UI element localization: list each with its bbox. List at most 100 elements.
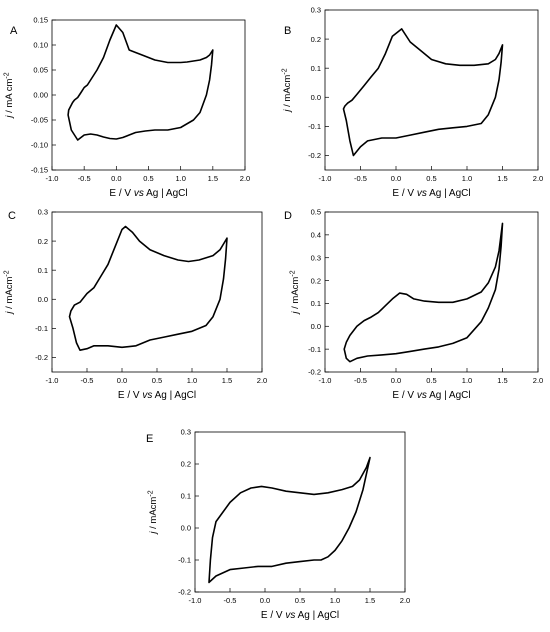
x-tick-label: 0.5 (426, 376, 436, 385)
x-axis-label-part: Ag | AgCl (144, 188, 188, 199)
cv-curve (342, 28, 504, 157)
y-tick-label: 0.1 (311, 64, 321, 73)
y-tick-label: 0.2 (311, 35, 321, 44)
y-axis-label-italic: j (148, 531, 159, 536)
y-axis-label-part: / mA cm (4, 78, 15, 115)
x-tick-label: -1.0 (319, 174, 332, 183)
y-tick-label: -0.1 (308, 122, 321, 131)
y-axis-label-superscript: -2 (282, 68, 289, 74)
chart-panel-d: D -1.0 -0.5 0.0 0.5 1.0 1.5 2.0 -0.2 -0.1 0.0 0.1 0.… (284, 208, 543, 401)
x-axis-label-part: Ag | AgCl (427, 390, 471, 401)
y-axis-label-part: / mAcm (290, 277, 301, 312)
chart-panel-e: E -1.0 -0.5 0.0 0.5 1.0 1.5 2.0 -0.2 -0.1 0.0 0.1 0.… (146, 428, 410, 621)
cv-curve (208, 456, 371, 584)
panel-letter: E (146, 433, 153, 445)
x-tick-label: 2.0 (533, 376, 543, 385)
y-axis-label: j / mAcm-2 (4, 270, 16, 315)
y-axis-label: j / mA cm-2 (4, 72, 16, 119)
x-tick-label: 1.0 (330, 596, 340, 605)
y-tick-label: -0.15 (31, 166, 48, 175)
y-tick-label: 0.1 (38, 266, 48, 275)
x-axis-label-part: E / V (392, 188, 416, 199)
x-tick-label: 2.0 (400, 596, 410, 605)
x-tick-label: 0.0 (391, 174, 401, 183)
y-tick-label: 0.10 (33, 41, 48, 50)
y-axis-label: j / mAcm-2 (282, 68, 294, 113)
x-axis-label-part: E / V (261, 610, 285, 621)
x-axis-label-part: Ag | AgCl (295, 610, 339, 621)
y-tick-label: 0.3 (38, 208, 48, 217)
x-axis-label-italic: vs (417, 188, 427, 199)
y-tick-label: -0.2 (35, 353, 48, 362)
x-tick-label: 1.0 (462, 174, 472, 183)
y-tick-label: -0.10 (31, 141, 48, 150)
y-tick-label: 0.3 (311, 253, 321, 262)
x-axis-label-italic: vs (134, 188, 144, 199)
y-tick-label: 0.05 (33, 66, 48, 75)
y-axis-label-italic: j (290, 311, 301, 316)
plot-frame (194, 431, 406, 593)
x-tick-label: 2.0 (533, 174, 543, 183)
x-tick-label: 0.0 (111, 174, 121, 183)
x-tick-label: 1.0 (175, 174, 185, 183)
x-tick-label: -0.5 (354, 174, 367, 183)
x-tick-label: -0.5 (81, 376, 94, 385)
plot-frame (324, 9, 539, 171)
cv-curve (67, 24, 214, 141)
x-tick-label: 1.5 (497, 376, 507, 385)
y-tick-label: -0.2 (308, 368, 321, 377)
y-axis-label-superscript: -2 (290, 270, 297, 276)
y-tick-label: -0.1 (35, 324, 48, 333)
x-tick-label: 0.5 (152, 376, 162, 385)
cv-curve (68, 225, 228, 352)
y-axis-label-italic: j (4, 311, 15, 316)
y-tick-label: 0.3 (181, 428, 191, 437)
x-tick-label: 0.5 (295, 596, 305, 605)
y-tick-label: 0.1 (311, 299, 321, 308)
panel-letter: B (284, 25, 291, 37)
y-tick-label: -0.1 (308, 345, 321, 354)
x-tick-label: -1.0 (319, 376, 332, 385)
y-tick-label: 0.0 (311, 93, 321, 102)
x-tick-label: 0.0 (117, 376, 127, 385)
x-axis-label-italic: vs (417, 390, 427, 401)
x-tick-label: 2.0 (240, 174, 250, 183)
y-tick-label: 0.4 (311, 231, 321, 240)
panel-letter: D (284, 210, 292, 222)
y-tick-label: 0.5 (311, 208, 321, 217)
x-tick-label: -0.5 (78, 174, 91, 183)
x-tick-label: 1.5 (222, 376, 232, 385)
y-tick-label: 0.2 (311, 276, 321, 285)
x-tick-label: -1.0 (46, 376, 59, 385)
x-tick-label: 1.5 (497, 174, 507, 183)
x-axis-label-part: Ag | AgCl (152, 390, 196, 401)
x-axis-label-part: E / V (109, 188, 133, 199)
x-tick-label: 2.0 (257, 376, 267, 385)
y-tick-label: 0.1 (181, 492, 191, 501)
y-axis-label-part: / mAcm (282, 75, 293, 110)
x-axis-label: E / V vs Ag | AgCl (118, 390, 196, 401)
chart-panel-c: C -1.0 -0.5 0.0 0.5 1.0 1.5 2.0 -0.2 -0.1 0.0 0.1 0.… (4, 208, 268, 401)
y-tick-label: -0.2 (308, 151, 321, 160)
y-tick-label: 0.3 (311, 6, 321, 15)
x-tick-label: 1.0 (462, 376, 472, 385)
y-axis-label-superscript: -2 (148, 490, 155, 496)
x-tick-label: 0.5 (426, 174, 436, 183)
x-tick-label: -1.0 (189, 596, 202, 605)
y-tick-label: 0.0 (38, 295, 48, 304)
x-axis-label-part: E / V (392, 390, 416, 401)
x-tick-label: 0.5 (143, 174, 153, 183)
plot-frame (51, 211, 263, 373)
cv-curve (343, 222, 504, 363)
x-tick-label: 1.5 (208, 174, 218, 183)
y-tick-label: -0.05 (31, 116, 48, 125)
y-tick-label: -0.2 (178, 588, 191, 597)
y-axis-label: j / mAcm-2 (148, 490, 160, 535)
chart-panel-a: A -1.0 -0.5 0.0 0.5 1.0 1.5 2.0 -0.15 -0.10 -0.05 0… (4, 16, 251, 199)
x-axis-label: E / V vs Ag | AgCl (109, 188, 187, 199)
x-axis-label: E / V vs Ag | AgCl (261, 610, 339, 621)
plot-frame (51, 19, 246, 171)
x-tick-label: 1.5 (365, 596, 375, 605)
y-tick-label: 0.2 (38, 237, 48, 246)
